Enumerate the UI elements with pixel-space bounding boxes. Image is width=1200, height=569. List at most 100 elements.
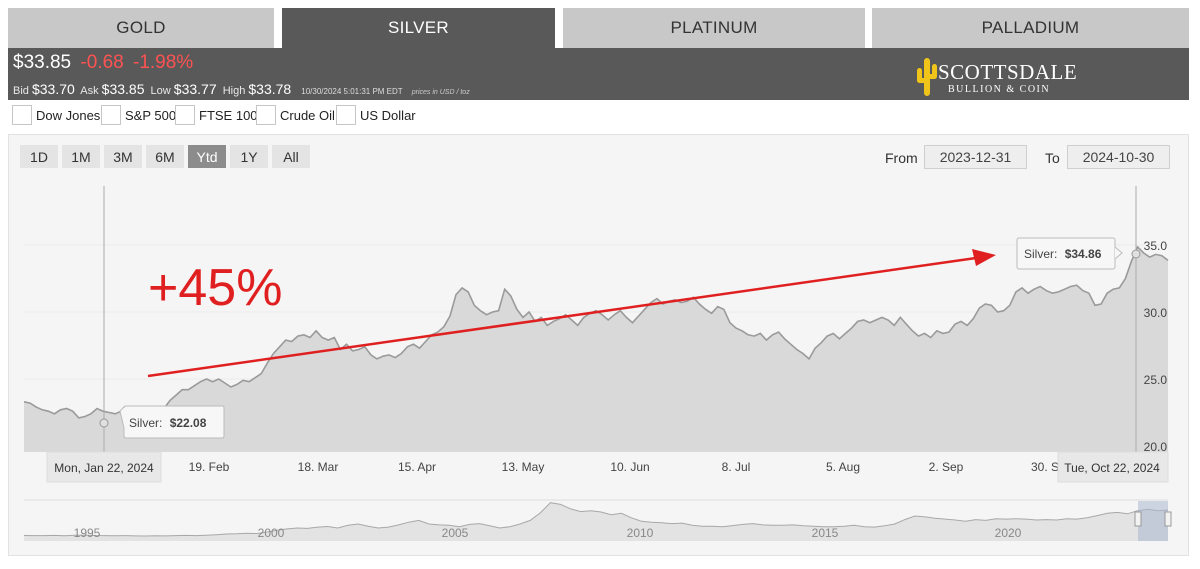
from-label: From [885,150,918,166]
range-ytd-button[interactable]: Ytd [188,145,226,168]
navigator-year-labels: 1995 2000 2005 2010 2015 2020 [74,526,1022,540]
scottsdale-logo[interactable]: SCOTTSDALE BULLION & COIN [916,54,1078,98]
x-tick-label: 5. Aug [826,460,860,474]
navigator-right-handle[interactable] [1164,511,1172,527]
x-tick-label: 19. Feb [189,460,230,474]
x-tick-label: 8. Jul [722,460,751,474]
checkbox[interactable] [175,105,195,125]
end-value-tooltip: Silver: $34.86 [1016,237,1123,270]
compare-label: US Dollar [360,107,416,123]
navigator-year-label: 2010 [627,526,654,540]
high-value: $33.78 [248,81,292,97]
end-date-tooltip: Tue, Oct 22, 2024 [1057,451,1169,483]
x-tick-label: 15. Apr [398,460,436,474]
checkbox[interactable] [12,105,32,125]
price-change: -0.68 [80,52,124,73]
last-price: $33.85 [13,52,72,73]
y-tick-label: 25.0 [1144,373,1168,387]
checkbox[interactable] [101,105,121,125]
x-tick-label: 10. Jun [610,460,649,474]
navigator-year-label: 1995 [74,526,101,540]
tab-gold[interactable]: GOLD [8,8,274,48]
compare-ftse100[interactable]: FTSE 100 [175,104,258,126]
navigator-area [24,502,1168,541]
navigator-line [23,502,1169,537]
price-change-percent: -1.98% [133,52,194,73]
compare-label: FTSE 100 [199,107,258,123]
compare-bar: Dow Jones S&P 500 FTSE 100 Crude Oil US … [8,100,1189,130]
x-label-start: Mon, Jan 22, 2024 [54,461,154,475]
tooltip-series-label: Silver: [1024,247,1057,261]
price-summary: $33.85 -0.68 -1.98% [13,52,193,74]
navigator-selection[interactable] [1138,501,1168,541]
high-label: High [222,85,246,97]
compare-dow-jones[interactable]: Dow Jones [12,104,100,126]
trend-arrow-head [972,249,996,266]
navigator-year-label: 2020 [995,526,1022,540]
x-tick-label: 18. Mar [298,460,339,474]
compare-label: S&P 500 [125,107,177,123]
checkbox[interactable] [256,105,276,125]
metal-tabs: GOLD SILVER PLATINUM PALLADIUM [0,0,1200,48]
tab-platinum[interactable]: PLATINUM [563,8,865,48]
price-bar: $33.85 -0.68 -1.98% Bid $33.70 Ask $33.8… [8,48,1189,100]
range-6m-button[interactable]: 6M [146,145,184,168]
ask-value: $33.85 [101,81,145,97]
bid-label: Bid [13,85,29,97]
quote-timestamp: 10/30/2024 5:01:31 PM EDT [301,87,403,96]
y-tick-label: 30.0 [1144,306,1168,320]
x-tick-label: 13. May [502,460,545,474]
compare-sp500[interactable]: S&P 500 [101,104,176,126]
x-tick-label: 30. S [1031,460,1059,474]
navigator-left-handle[interactable] [1134,511,1142,527]
from-date-input[interactable]: 2023-12-31 [924,145,1027,169]
tab-silver[interactable]: SILVER [282,8,555,48]
cactus-icon [917,58,937,96]
x-tick-label: 2. Sep [929,460,964,474]
y-tick-label: 20.0 [1144,440,1168,454]
svg-text:Silver: $22.08: Silver: $22.08 [129,416,207,430]
ask-label: Ask [80,85,99,97]
gain-annotation: +45% [148,259,282,317]
checkbox[interactable] [336,105,356,125]
logo-tagline: BULLION & COIN [948,84,1051,95]
trend-arrow-line [147,256,977,378]
compare-us-dollar[interactable]: US Dollar [336,104,416,126]
svg-text:Silver: $34.86: Silver: $34.86 [1024,247,1102,261]
compare-label: Dow Jones [36,107,101,123]
range-3m-button[interactable]: 3M [104,145,142,168]
price-units: prices in USD / toz [411,89,470,96]
tooltip-series-label: Silver: [129,416,162,430]
compare-label: Crude Oil [280,107,335,123]
range-all-button[interactable]: All [272,145,310,168]
end-point-marker[interactable] [1131,249,1141,259]
range-1d-button[interactable]: 1D [20,145,58,168]
x-axis-labels: 19. Feb 18. Mar 15. Apr 13. May 10. Jun 8. Ju… [189,460,1059,474]
quote-details: Bid $33.70 Ask $33.85 Low $33.77 High $3… [13,81,470,97]
logo-wordmark: SCOTTSDALE [938,60,1078,84]
range-1y-button[interactable]: 1Y [230,145,268,168]
bid-value: $33.70 [31,81,75,97]
start-date-tooltip: Mon, Jan 22, 2024 [46,451,162,483]
x-label-end: Tue, Oct 22, 2024 [1064,461,1160,475]
to-date-input[interactable]: 2024-10-30 [1067,145,1170,169]
navigator-year-label: 2015 [812,526,839,540]
silver-price-area [24,246,1168,452]
y-axis-labels: 35.0 30.0 25.0 20.0 [1144,239,1168,454]
to-label: To [1045,150,1060,166]
start-point-marker[interactable] [99,418,109,428]
silver-price-line [23,245,1169,419]
compare-crude-oil[interactable]: Crude Oil [256,104,335,126]
low-value: $33.77 [173,81,217,97]
tab-palladium[interactable]: PALLADIUM [872,8,1189,48]
y-tick-label: 35.0 [1144,239,1168,253]
navigator-year-label: 2005 [442,526,469,540]
start-value-tooltip: Silver: $22.08 [119,405,225,439]
low-label: Low [150,85,171,97]
tooltip-value: $34.86 [1065,247,1102,261]
navigator-year-label: 2000 [258,526,285,540]
navigator[interactable]: 1995 2000 2005 2010 2015 2020 [23,499,1172,541]
tooltip-value: $22.08 [170,416,207,430]
range-1m-button[interactable]: 1M [62,145,100,168]
